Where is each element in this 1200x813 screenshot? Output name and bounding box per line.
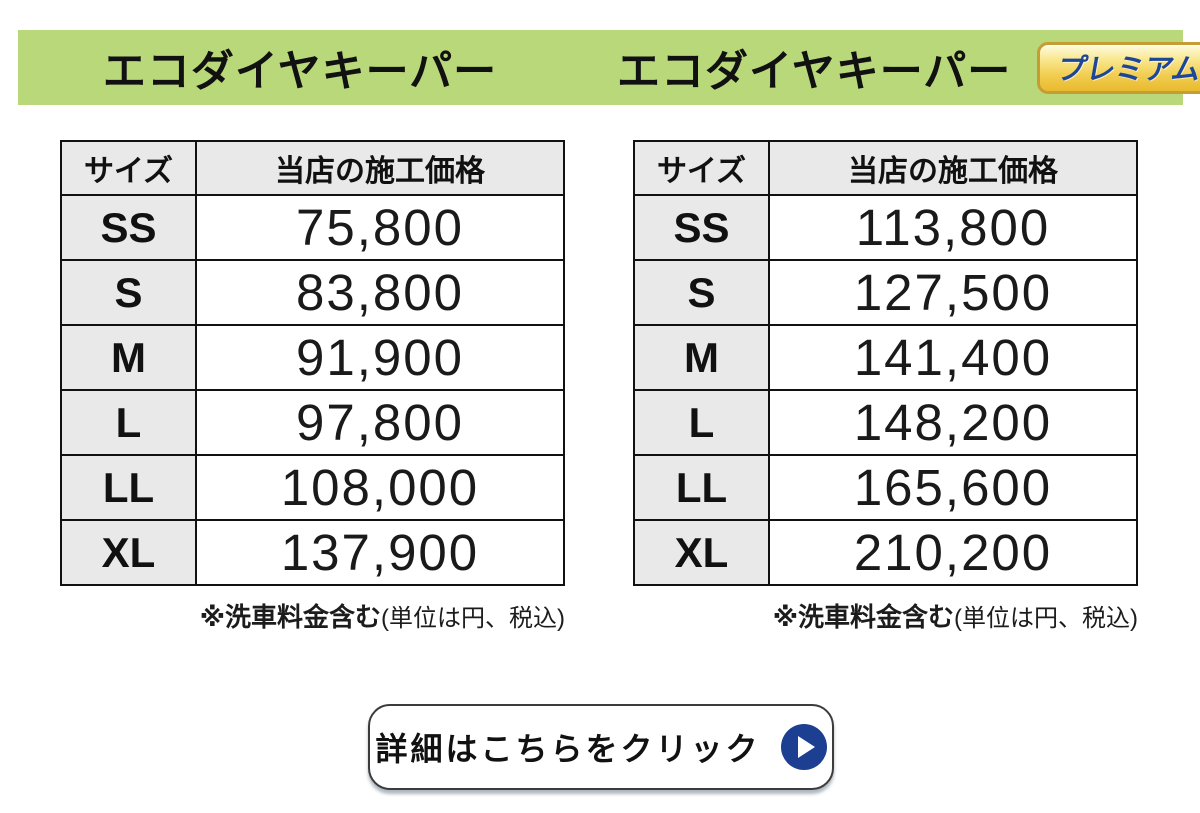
header-band: エコダイヤキーパー エコダイヤキーパー プレミアム [18,30,1200,105]
price-table-premium: サイズ 当店の施工価格 SS 113,800 S 127,500 M 141,400 L 148,… [633,140,1138,586]
premium-badge: プレミアム [1037,41,1200,94]
table-row: XL 137,900 [60,519,565,586]
price-table: サイズ 当店の施工価格 SS 75,800 S 83,800 M 91,900 L 97,800 L… [60,140,565,586]
price-cell: 165,600 [768,454,1138,521]
table-row: S 83,800 [60,259,565,326]
size-cell: L [633,389,770,456]
table-row: LL 108,000 [60,454,565,521]
price-cell: 113,800 [768,194,1138,261]
column-header-size: サイズ [633,140,770,196]
table-row: XL 210,200 [633,519,1138,586]
price-cell: 75,800 [195,194,565,261]
note-wash-included: ※洗車料金含む [772,602,955,632]
price-cell: 137,900 [195,519,565,586]
size-cell: SS [60,194,197,261]
table-row: M 141,400 [633,324,1138,391]
price-table: サイズ 当店の施工価格 SS 113,800 S 127,500 M 141,400 L 148,… [633,140,1138,586]
price-cell: 97,800 [195,389,565,456]
title-eco-diamond-keeper-premium: エコダイヤキーパー [617,47,1012,96]
header-row: サイズ 当店の施工価格 [60,140,565,196]
table-row: L 148,200 [633,389,1138,456]
size-cell: S [633,259,770,326]
table-row: M 91,900 [60,324,565,391]
table-note-premium: ※洗車料金含む(単位は円、税込) [633,597,1138,634]
table-note-standard: ※洗車料金含む(単位は円、税込) [60,597,565,634]
price-cell: 210,200 [768,519,1138,586]
price-cell: 108,000 [195,454,565,521]
note-unit-tax: (単位は円、税込) [954,605,1138,632]
table-row: L 97,800 [60,389,565,456]
size-cell: S [60,259,197,326]
title-eco-diamond-keeper: エコダイヤキーパー [102,47,498,96]
details-button-label: 詳細はこちらをクリック [375,731,761,767]
price-cell: 127,500 [768,259,1138,326]
price-cell: 83,800 [195,259,565,326]
size-cell: LL [633,454,770,521]
size-cell: SS [633,194,770,261]
premium-title-group: エコダイヤキーパー プレミアム [617,30,1200,105]
header-row: サイズ 当店の施工価格 [633,140,1138,196]
column-header-price: 当店の施工価格 [195,140,565,196]
price-cell: 141,400 [768,324,1138,391]
table-row: S 127,500 [633,259,1138,326]
play-triangle [797,736,815,758]
size-cell: L [60,389,197,456]
note-unit-tax: (単位は円、税込) [381,605,565,632]
play-circle-icon [780,724,827,770]
size-cell: M [633,324,770,391]
size-cell: LL [60,454,197,521]
column-header-price: 当店の施工価格 [768,140,1138,196]
note-wash-included: ※洗車料金含む [199,602,382,632]
size-cell: XL [633,519,770,586]
size-cell: XL [60,519,197,586]
table-row: SS 113,800 [633,194,1138,261]
premium-badge-label: プレミアム [1054,53,1200,86]
price-cell: 91,900 [195,324,565,391]
table-row: LL 165,600 [633,454,1138,521]
price-table-standard: サイズ 当店の施工価格 SS 75,800 S 83,800 M 91,900 L 97,800 L… [60,140,565,586]
details-button[interactable]: 詳細はこちらをクリック [368,704,834,790]
table-row: SS 75,800 [60,194,565,261]
size-cell: M [60,324,197,391]
price-cell: 148,200 [768,389,1138,456]
column-header-size: サイズ [60,140,197,196]
